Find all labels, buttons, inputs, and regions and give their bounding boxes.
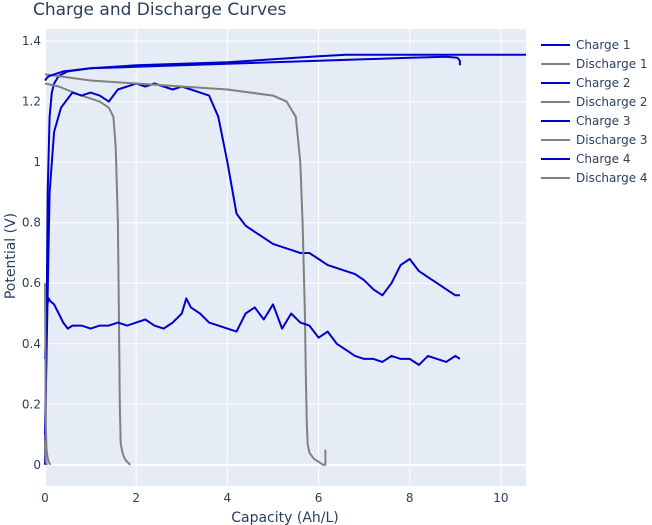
y-tick-label: 0.2 bbox=[22, 397, 41, 411]
x-tick-label: 0 bbox=[41, 491, 49, 505]
legend-label-charge-1: Charge 1 bbox=[576, 38, 631, 52]
y-tick-label: 1.2 bbox=[22, 95, 41, 109]
legend-label-charge-2: Charge 2 bbox=[576, 76, 631, 90]
series-line-discharge-3 bbox=[44, 283, 52, 466]
axis-ticks: 0 2 4 6 8 10 0 0.2 0.4 0.6 0.8 1 1.2 1.4 bbox=[22, 34, 509, 505]
legend-label-discharge-1: Discharge 1 bbox=[576, 57, 648, 71]
legend-label-discharge-4: Discharge 4 bbox=[576, 171, 648, 185]
x-tick-label: 2 bbox=[132, 491, 140, 505]
x-tick-label: 10 bbox=[493, 491, 508, 505]
series-lines bbox=[44, 53, 526, 466]
y-tick-label: 1 bbox=[33, 155, 41, 169]
series-line-charge-1 bbox=[44, 55, 461, 465]
chart-title: Charge and Discharge Curves bbox=[33, 0, 286, 20]
y-tick-label: 0.6 bbox=[22, 276, 41, 290]
series-line-discharge-2 bbox=[44, 73, 327, 466]
series-line-discharge-4 bbox=[44, 440, 49, 466]
x-axis-title: Capacity (Ah/L) bbox=[231, 510, 339, 525]
legend-label-charge-3: Charge 3 bbox=[576, 114, 631, 128]
legend: Charge 1 Discharge 1 Charge 2 Discharge 2 Ch… bbox=[541, 38, 648, 185]
x-tick-label: 8 bbox=[406, 491, 414, 505]
series-line-charge-2 bbox=[44, 82, 460, 435]
y-axis-title: Potential (V) bbox=[3, 213, 19, 299]
series-line-discharge-1 bbox=[44, 82, 131, 466]
series-line-charge-4 bbox=[44, 53, 526, 82]
plot-area bbox=[45, 29, 526, 486]
legend-label-discharge-3: Discharge 3 bbox=[576, 133, 648, 147]
legend-label-charge-4: Charge 4 bbox=[576, 152, 631, 166]
y-tick-label: 0.8 bbox=[22, 216, 41, 230]
legend-label-discharge-2: Discharge 2 bbox=[576, 95, 648, 109]
y-tick-label: 1.4 bbox=[22, 34, 41, 48]
x-tick-label: 4 bbox=[224, 491, 232, 505]
series-line-charge-3 bbox=[44, 297, 461, 366]
y-tick-label: 0.4 bbox=[22, 337, 41, 351]
y-tick-label: 0 bbox=[33, 458, 41, 472]
x-tick-label: 6 bbox=[315, 491, 323, 505]
